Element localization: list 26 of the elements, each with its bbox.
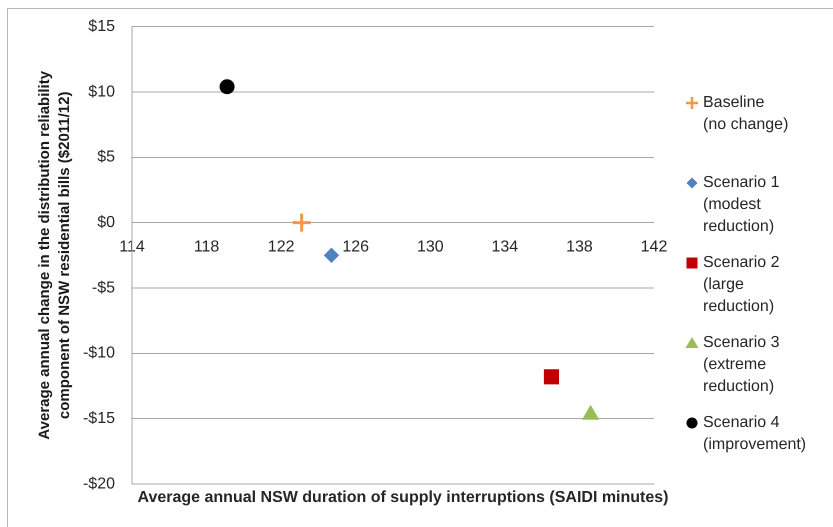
legend-label: Baseline (no change)	[703, 93, 790, 135]
point	[291, 212, 312, 234]
point	[544, 369, 560, 384]
y-tick-label: -$20	[82, 475, 116, 492]
x-tick-label: 142	[640, 238, 668, 256]
x-tick-label: 134	[492, 238, 518, 256]
y-tick-label: -$5	[92, 279, 116, 296]
y-tick-label: $5	[97, 148, 116, 166]
x-tick-label: 138	[566, 238, 593, 256]
y-tick-label: $15	[88, 18, 116, 36]
x-tick-label: 126	[342, 238, 370, 256]
legend-label: Scenario 2 (large reduction)	[703, 253, 780, 317]
point	[324, 248, 339, 263]
legend-label: Scenario 4 (improvement)	[703, 413, 808, 455]
y-tick-label: -$10	[82, 344, 116, 362]
y-tick-label: $10	[88, 83, 116, 100]
point	[220, 79, 235, 94]
legend-label: Scenario 3 (extreme reduction)	[703, 333, 780, 397]
y-tick-label: $0	[97, 214, 116, 232]
y-tick-label: -$15	[82, 410, 116, 428]
legend-label: Scenario 1 (modest reduction)	[703, 173, 780, 237]
x-tick-label: 122	[268, 238, 295, 256]
x-axis-title: Average annual NSW duration of supply interruptions (SAIDI minutes)	[138, 489, 668, 506]
x-tick-label: 130	[416, 238, 444, 256]
x-tick-label: 118	[194, 238, 220, 256]
y-axis-title: Average annual change in the distribution reliability component of NSW residential bills ($2011/12)	[36, 70, 74, 440]
